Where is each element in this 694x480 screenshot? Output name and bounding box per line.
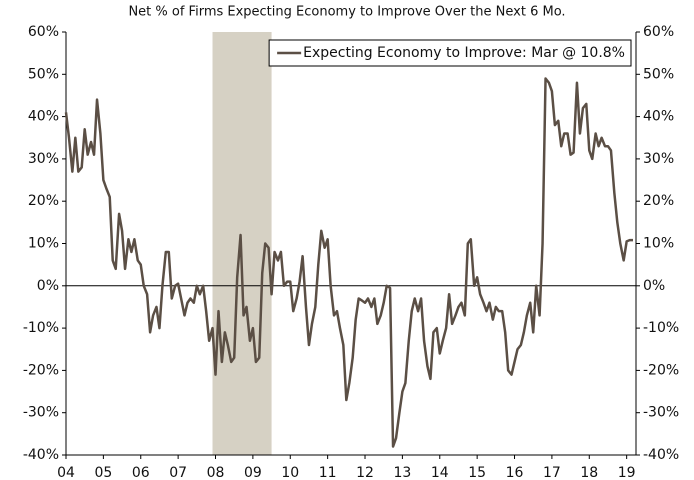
x-tick-label: 11 (319, 465, 337, 480)
y-tick-label: 30% (28, 151, 59, 167)
x-tick-label: 15 (468, 465, 486, 480)
legend-label: Expecting Economy to Improve: Mar @ 10.8… (303, 45, 625, 61)
y-tick-label: -10% (23, 320, 59, 336)
x-tick-label: 08 (207, 465, 225, 480)
legend-box (268, 39, 632, 67)
legend: Expecting Economy to Improve: Mar @ 10.8… (268, 39, 632, 67)
y-tick-label: 50% (28, 66, 59, 82)
y2-tick-label: -40% (643, 447, 679, 463)
y2-tick-label: 10% (643, 236, 674, 252)
y2-tick-label: 30% (643, 151, 674, 167)
x-tick-label: 10 (281, 465, 299, 480)
x-tick-label: 04 (57, 465, 75, 480)
x-tick-label: 16 (506, 465, 524, 480)
y-tick-label: 10% (28, 236, 59, 252)
y-tick-label: 20% (28, 193, 59, 209)
y2-tick-label: -20% (643, 362, 679, 378)
y2-tick-label: -30% (643, 405, 679, 421)
x-tick-label: 17 (543, 465, 561, 480)
y-tick-label: -30% (23, 405, 59, 421)
y2-tick-label: 40% (643, 109, 674, 125)
y-tick-label: -40% (23, 447, 59, 463)
x-tick-label: 06 (132, 465, 150, 480)
x-tick-label: 14 (431, 465, 449, 480)
x-tick-label: 19 (618, 465, 636, 480)
y2-tick-label: 50% (643, 66, 674, 82)
y2-tick-label: 0% (643, 278, 665, 294)
series-line (64, 77, 634, 448)
x-tick-label: 12 (356, 465, 374, 480)
x-tick-label: 09 (244, 465, 262, 480)
x-tick-label: 18 (580, 465, 598, 480)
y2-tick-label: 60% (643, 24, 674, 40)
y2-tick-label: -10% (643, 320, 679, 336)
chart-subtitle: Net % of Firms Expecting Economy to Impr… (128, 5, 565, 20)
y-tick-label: 0% (37, 278, 59, 294)
y-tick-label: -20% (23, 362, 59, 378)
x-tick-label: 07 (169, 465, 187, 480)
x-tick-label: 05 (94, 465, 112, 480)
x-tick-label: 13 (393, 465, 411, 480)
y-tick-label: 60% (28, 24, 59, 40)
y2-tick-label: 20% (643, 193, 674, 209)
y-tick-label: 40% (28, 109, 59, 125)
